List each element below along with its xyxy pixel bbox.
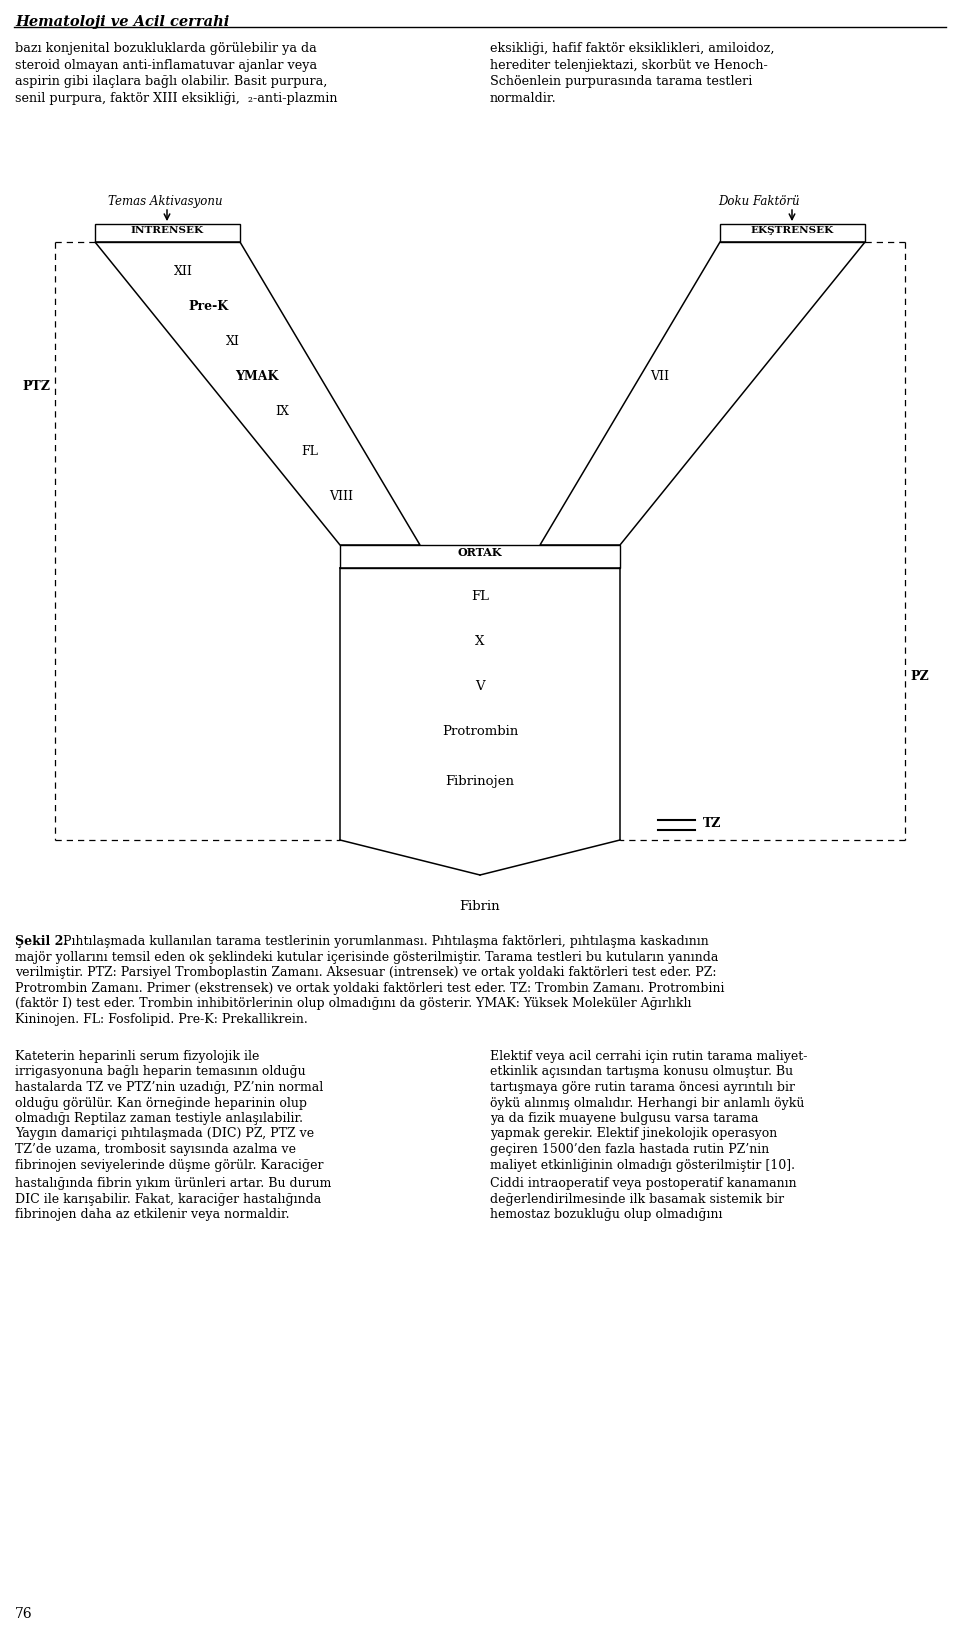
Text: FL: FL (471, 591, 489, 604)
Text: Schöenlein purpurasında tarama testleri: Schöenlein purpurasında tarama testleri (490, 75, 753, 88)
Text: tartışmaya göre rutin tarama öncesi ayrıntılı bir: tartışmaya göre rutin tarama öncesi ayrı… (490, 1080, 795, 1093)
Text: bazı konjenital bozukluklarda görülebilir ya da: bazı konjenital bozukluklarda görülebili… (15, 42, 317, 55)
Text: V: V (475, 680, 485, 693)
Text: Hematoloji ve Acil cerrahi: Hematoloji ve Acil cerrahi (15, 15, 229, 29)
Text: VII: VII (651, 369, 669, 382)
Text: YMAK: YMAK (235, 369, 279, 382)
Text: eksikliği, hafif faktör eksiklikleri, amiloidoz,: eksikliği, hafif faktör eksiklikleri, am… (490, 42, 775, 55)
Text: TZ’de uzama, trombosit sayısında azalma ve: TZ’de uzama, trombosit sayısında azalma … (15, 1144, 296, 1157)
Text: etkinlik açısından tartışma konusu olmuştur. Bu: etkinlik açısından tartışma konusu olmuş… (490, 1066, 793, 1079)
Text: XII: XII (174, 265, 193, 278)
Text: verilmiştir. PTZ: Parsiyel Tromboplastin Zamanı. Aksesuar (intrensek) ve ortak y: verilmiştir. PTZ: Parsiyel Tromboplastin… (15, 966, 716, 979)
Text: majör yollarını temsil eden ok şeklindeki kutular içerisinde gösterilmiştir. Tar: majör yollarını temsil eden ok şeklindek… (15, 950, 718, 963)
Text: DIC ile karışabilir. Fakat, karaciğer hastalığında: DIC ile karışabilir. Fakat, karaciğer ha… (15, 1193, 322, 1206)
Text: X: X (475, 635, 485, 648)
Text: yapmak gerekir. Elektif jinekolojik operasyon: yapmak gerekir. Elektif jinekolojik oper… (490, 1128, 778, 1141)
Text: (faktör I) test eder. Trombin inhibitörlerinin olup olmadığını da gösterir. YMAK: (faktör I) test eder. Trombin inhibitörl… (15, 997, 691, 1010)
Text: Protrombin: Protrombin (442, 726, 518, 739)
Text: hemostaz bozukluğu olup olmadığını: hemostaz bozukluğu olup olmadığını (490, 1207, 723, 1220)
Text: Elektif veya acil cerrahi için rutin tarama maliyet-: Elektif veya acil cerrahi için rutin tar… (490, 1049, 807, 1062)
Text: 76: 76 (15, 1607, 33, 1620)
Text: steroid olmayan anti-inflamatuvar ajanlar veya: steroid olmayan anti-inflamatuvar ajanla… (15, 59, 317, 72)
Text: Ciddi intraoperatif veya postoperatif kanamanın: Ciddi intraoperatif veya postoperatif ka… (490, 1176, 797, 1189)
Bar (95, 225, 240, 242)
Text: Doku Faktörü: Doku Faktörü (718, 195, 800, 208)
Text: aspirin gibi ilaçlara bağlı olabilir. Basit purpura,: aspirin gibi ilaçlara bağlı olabilir. Ba… (15, 75, 327, 88)
Text: IX: IX (275, 405, 289, 418)
Text: Kininojen. FL: Fosfolipid. Pre-K: Prekallikrein.: Kininojen. FL: Fosfolipid. Pre-K: Prekal… (15, 1012, 308, 1025)
Text: normaldir.: normaldir. (490, 91, 557, 104)
Text: fibrinojen seviyelerinde düşme görülr. Karaciğer: fibrinojen seviyelerinde düşme görülr. K… (15, 1158, 324, 1171)
Text: Şekil 2.: Şekil 2. (15, 936, 68, 949)
Text: olduğu görülür. Kan örneğinde heparinin olup: olduğu görülür. Kan örneğinde heparinin … (15, 1097, 307, 1110)
Text: INTRENSEK: INTRENSEK (131, 226, 204, 234)
Text: PZ: PZ (910, 670, 928, 683)
Text: maliyet etkinliğinin olmadığı gösterilmiştir [10].: maliyet etkinliğinin olmadığı gösterilmi… (490, 1158, 795, 1171)
Text: Pre-K: Pre-K (188, 299, 228, 312)
Text: EKŞTRENSEK: EKŞTRENSEK (751, 226, 834, 234)
Text: VIII: VIII (329, 490, 353, 503)
Text: Fibrin: Fibrin (460, 900, 500, 913)
Text: PTZ: PTZ (22, 381, 50, 394)
Text: Temas Aktivasyonu: Temas Aktivasyonu (108, 195, 223, 208)
Text: olmadığı Reptilaz zaman testiyle anlaşılabilir.: olmadığı Reptilaz zaman testiyle anlaşıl… (15, 1111, 303, 1124)
Text: hastalığında fibrin yıkım ürünleri artar. Bu durum: hastalığında fibrin yıkım ürünleri artar… (15, 1176, 331, 1189)
Text: Kateterin heparinli serum fizyolojik ile: Kateterin heparinli serum fizyolojik ile (15, 1049, 259, 1062)
Text: değerlendirilmesinde ilk basamak sistemik bir: değerlendirilmesinde ilk basamak sistemi… (490, 1193, 784, 1206)
Text: fibrinojen daha az etkilenir veya normaldir.: fibrinojen daha az etkilenir veya normal… (15, 1207, 290, 1220)
Text: geçiren 1500’den fazla hastada rutin PZ’nin: geçiren 1500’den fazla hastada rutin PZ’… (490, 1144, 769, 1157)
Text: Pıhtılaşmada kullanılan tarama testlerinin yorumlanması. Pıhtılaşma faktörleri, : Pıhtılaşmada kullanılan tarama testlerin… (59, 936, 708, 949)
Text: FL: FL (301, 446, 319, 457)
Text: ORTAK: ORTAK (458, 547, 502, 558)
Bar (720, 225, 865, 242)
Text: irrigasyonuna bağlı heparin temasının olduğu: irrigasyonuna bağlı heparin temasının ol… (15, 1066, 305, 1079)
Text: senil purpura, faktör XIII eksikliği,  ₂-anti-plazmin: senil purpura, faktör XIII eksikliği, ₂-… (15, 91, 338, 104)
Text: Fibrinojen: Fibrinojen (445, 774, 515, 787)
Text: ya da fizik muayene bulgusu varsa tarama: ya da fizik muayene bulgusu varsa tarama (490, 1111, 758, 1124)
Text: hastalarda TZ ve PTZ’nin uzadığı, PZ’nin normal: hastalarda TZ ve PTZ’nin uzadığı, PZ’nin… (15, 1080, 324, 1093)
Text: öykü alınmış olmalıdır. Herhangi bir anlamlı öykü: öykü alınmış olmalıdır. Herhangi bir anl… (490, 1097, 804, 1110)
Text: TZ: TZ (703, 817, 722, 830)
Text: Yaygın damariçi pıhtılaşmada (DIC) PZ, PTZ ve: Yaygın damariçi pıhtılaşmada (DIC) PZ, P… (15, 1128, 314, 1141)
Text: herediter telenjiektazi, skorbüt ve Henoch-: herediter telenjiektazi, skorbüt ve Heno… (490, 59, 768, 72)
Text: Protrombin Zamanı. Primer (ekstrensek) ve ortak yoldaki faktörleri test eder. TZ: Protrombin Zamanı. Primer (ekstrensek) v… (15, 981, 725, 994)
Bar (340, 545, 620, 568)
Text: XI: XI (226, 335, 240, 348)
